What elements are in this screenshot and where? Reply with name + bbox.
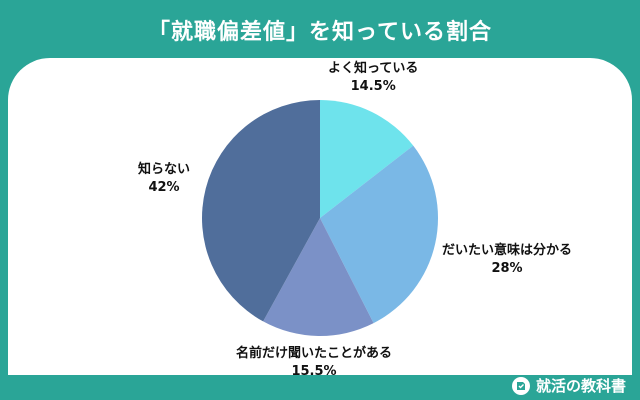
slice-label-0: よく知っている 14.5% [328, 60, 418, 96]
slice-label-1-value: 28% [491, 261, 523, 276]
slice-label-1: だいたい意味は分かる 28% [442, 242, 572, 278]
slice-label-3: 知らない 42% [138, 161, 190, 197]
page-title: 「就職偏差値」を知っている割合 [148, 20, 492, 45]
slice-label-2-name: 名前だけ聞いたことがある [236, 346, 393, 361]
pie-slice-0 [320, 100, 414, 218]
slice-label-0-name: よく知っている [328, 61, 419, 76]
slice-label-2-value: 15.5% [291, 364, 337, 375]
slice-label-3-name: 知らない [138, 162, 191, 177]
footer-brand: 就活の教科書 [511, 375, 626, 396]
pie-chart [202, 100, 438, 336]
brand-logo-icon [511, 376, 530, 395]
slice-label-1-name: だいたい意味は分かる [442, 243, 573, 258]
slice-label-0-value: 14.5% [350, 79, 396, 94]
pie-slice-3 [202, 100, 320, 322]
slice-label-2: 名前だけ聞いたことがある 15.5% [236, 345, 392, 375]
pie-slice-1 [320, 145, 438, 324]
brand-name: 就活の教科書 [535, 377, 626, 395]
pie-slice-2 [263, 218, 374, 336]
chart-panel: よく知っている 14.5% だいたい意味は分かる 28% 名前だけ聞いたことがあ… [8, 58, 632, 375]
slice-label-3-value: 42% [148, 180, 180, 195]
